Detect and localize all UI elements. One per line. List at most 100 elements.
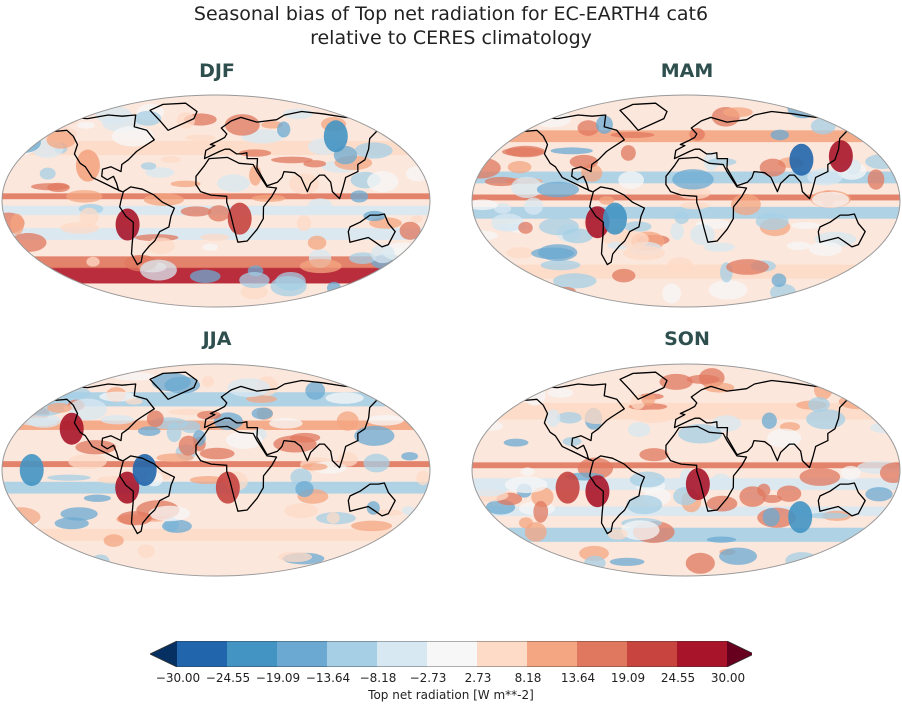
field-patch (39, 285, 63, 297)
field-patch (626, 495, 663, 515)
field-patch (354, 425, 395, 446)
coastline (619, 371, 668, 400)
panel-title-mam: MAM (660, 60, 714, 82)
field-patch (547, 387, 574, 398)
coastline (817, 482, 866, 517)
field-patch (686, 374, 720, 384)
field-patch (631, 409, 675, 424)
field-band (472, 527, 900, 542)
map-mam-svg (471, 94, 901, 308)
field-patch (481, 519, 500, 533)
field-patch (202, 376, 215, 388)
field-patch (59, 387, 91, 399)
field-patch (68, 398, 108, 421)
field-patch (180, 206, 212, 217)
field-hotspot (59, 412, 84, 445)
field-hotspot (75, 149, 100, 182)
field-patch (791, 222, 821, 229)
field-patch (77, 121, 95, 129)
field-patch (540, 259, 581, 271)
field-patch (674, 211, 690, 224)
field-patch (54, 517, 89, 530)
colorbar-tick: 24.55 (660, 671, 696, 685)
field-patch (367, 171, 399, 193)
field-patch (239, 271, 270, 289)
colorbar-swatch (327, 641, 378, 667)
field-patch (66, 190, 103, 203)
map-frame (471, 363, 901, 577)
colorbar-swatch (277, 641, 328, 667)
field-patch (178, 435, 199, 456)
field-patch (771, 273, 787, 288)
field-hotspot (555, 471, 580, 504)
colorbar-tick: −24.55 (205, 671, 251, 685)
map-djf-svg (1, 94, 431, 308)
field-patch (86, 256, 100, 267)
field-patch (703, 382, 735, 393)
field-band (2, 528, 430, 541)
field-patch (639, 448, 669, 462)
field-patch (556, 412, 583, 424)
field-patch (837, 554, 855, 568)
field-patch (770, 129, 790, 141)
colorbar-tick: 30.00 (710, 671, 746, 685)
field-patch (103, 534, 124, 547)
field-patch (363, 453, 390, 473)
field-patch (618, 230, 649, 249)
field-patch (213, 412, 243, 431)
field-patch (39, 167, 56, 180)
map-djf (0, 93, 432, 309)
field-patch (810, 117, 836, 135)
field-patch (33, 116, 53, 125)
map-mam (470, 93, 902, 309)
field-patch (180, 420, 201, 434)
field-patch (295, 480, 314, 498)
field-patch (162, 519, 192, 533)
field-patch (865, 154, 899, 170)
field-hotspot (789, 143, 814, 176)
field-patch (326, 512, 340, 524)
field-band (2, 193, 430, 200)
field-patch (290, 432, 321, 443)
field-patch (501, 147, 544, 157)
field-patch (143, 193, 185, 206)
field-patch (524, 197, 544, 215)
colorbar-swatch (227, 641, 278, 667)
colorbar-tick: −13.64 (305, 671, 351, 685)
field-patch (354, 142, 393, 159)
field-patch (416, 470, 430, 486)
field-patch (531, 486, 554, 508)
coastline (589, 455, 646, 535)
field-patch (518, 517, 533, 529)
colorbar-swatch (527, 641, 578, 667)
coastline (195, 156, 278, 243)
field-patch (200, 233, 230, 241)
field-patch (620, 520, 660, 541)
field-patch (146, 410, 164, 428)
field-patch (349, 252, 377, 264)
field-patch (612, 268, 636, 283)
field-patch (685, 552, 715, 574)
field-patch (762, 507, 780, 527)
figure-title: Seasonal bias of Top net radiation for E… (0, 2, 902, 50)
field-patch (767, 428, 802, 448)
field-patch (857, 531, 874, 545)
field-patch (552, 273, 597, 289)
field-patch (511, 176, 543, 199)
field-patch (599, 196, 615, 205)
coastline (665, 156, 748, 243)
panel-title-son: SON (664, 328, 710, 350)
colorbar-tick: 8.18 (514, 671, 542, 685)
field-patch (610, 131, 655, 138)
field-patch (731, 193, 761, 216)
field-patch (761, 412, 777, 429)
field-hotspot (788, 501, 813, 534)
colorbar-under-arrow (150, 641, 177, 667)
field-patch (189, 269, 221, 283)
field-patch (357, 104, 400, 112)
field-patch (399, 221, 421, 240)
map-jja-svg (1, 363, 431, 577)
field-patch (762, 494, 782, 504)
field-patch (148, 505, 191, 522)
field-patch (185, 134, 216, 142)
